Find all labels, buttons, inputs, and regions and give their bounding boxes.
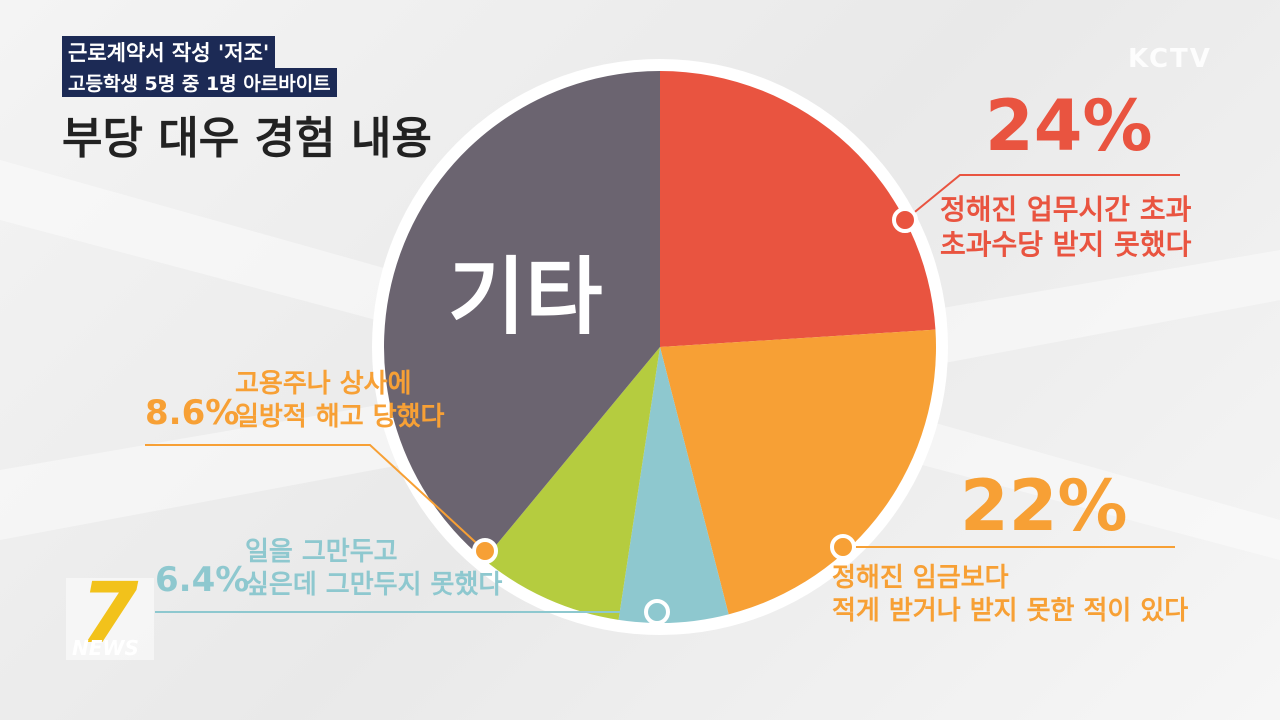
slice-label: 고용주나 상사에 일방적 해고 당했다	[235, 369, 445, 432]
news-logo: 7 NEWS	[66, 564, 154, 662]
news-logo-text: NEWS	[72, 636, 139, 660]
leader-dots	[472, 207, 918, 625]
slice-label: 정해진 업무시간 초과 초과수당 받지 못했다	[940, 193, 1192, 261]
pie-slice	[484, 347, 660, 620]
headline-tag: 근로계약서 작성 '저조'	[62, 36, 276, 68]
slice-label: 기타	[448, 248, 603, 346]
pie-slice	[383, 71, 660, 560]
pie-slice	[660, 329, 936, 615]
slice-label: 일을 그만두고 싶은데 그만두지 못했다	[245, 537, 503, 600]
slice-label: 정해진 임금보다 적게 받거나 받지 못한 적이 있다	[832, 563, 1189, 626]
pie-slice	[660, 71, 936, 347]
pie-slice	[618, 347, 729, 623]
chart-title: 부당 대우 경험 내용	[62, 113, 432, 164]
news-logo-number: 7	[80, 564, 139, 662]
value-label: 22%	[960, 465, 1128, 547]
headline-sub: 고등학생 5명 중 1명 아르바이트	[62, 68, 337, 97]
value-label: 8.6%	[145, 393, 240, 433]
value-label: 24%	[985, 85, 1153, 167]
leader-lines	[145, 174, 1180, 613]
value-label: 6.4%	[155, 560, 250, 600]
channel-logo: KCTV	[1128, 44, 1212, 74]
